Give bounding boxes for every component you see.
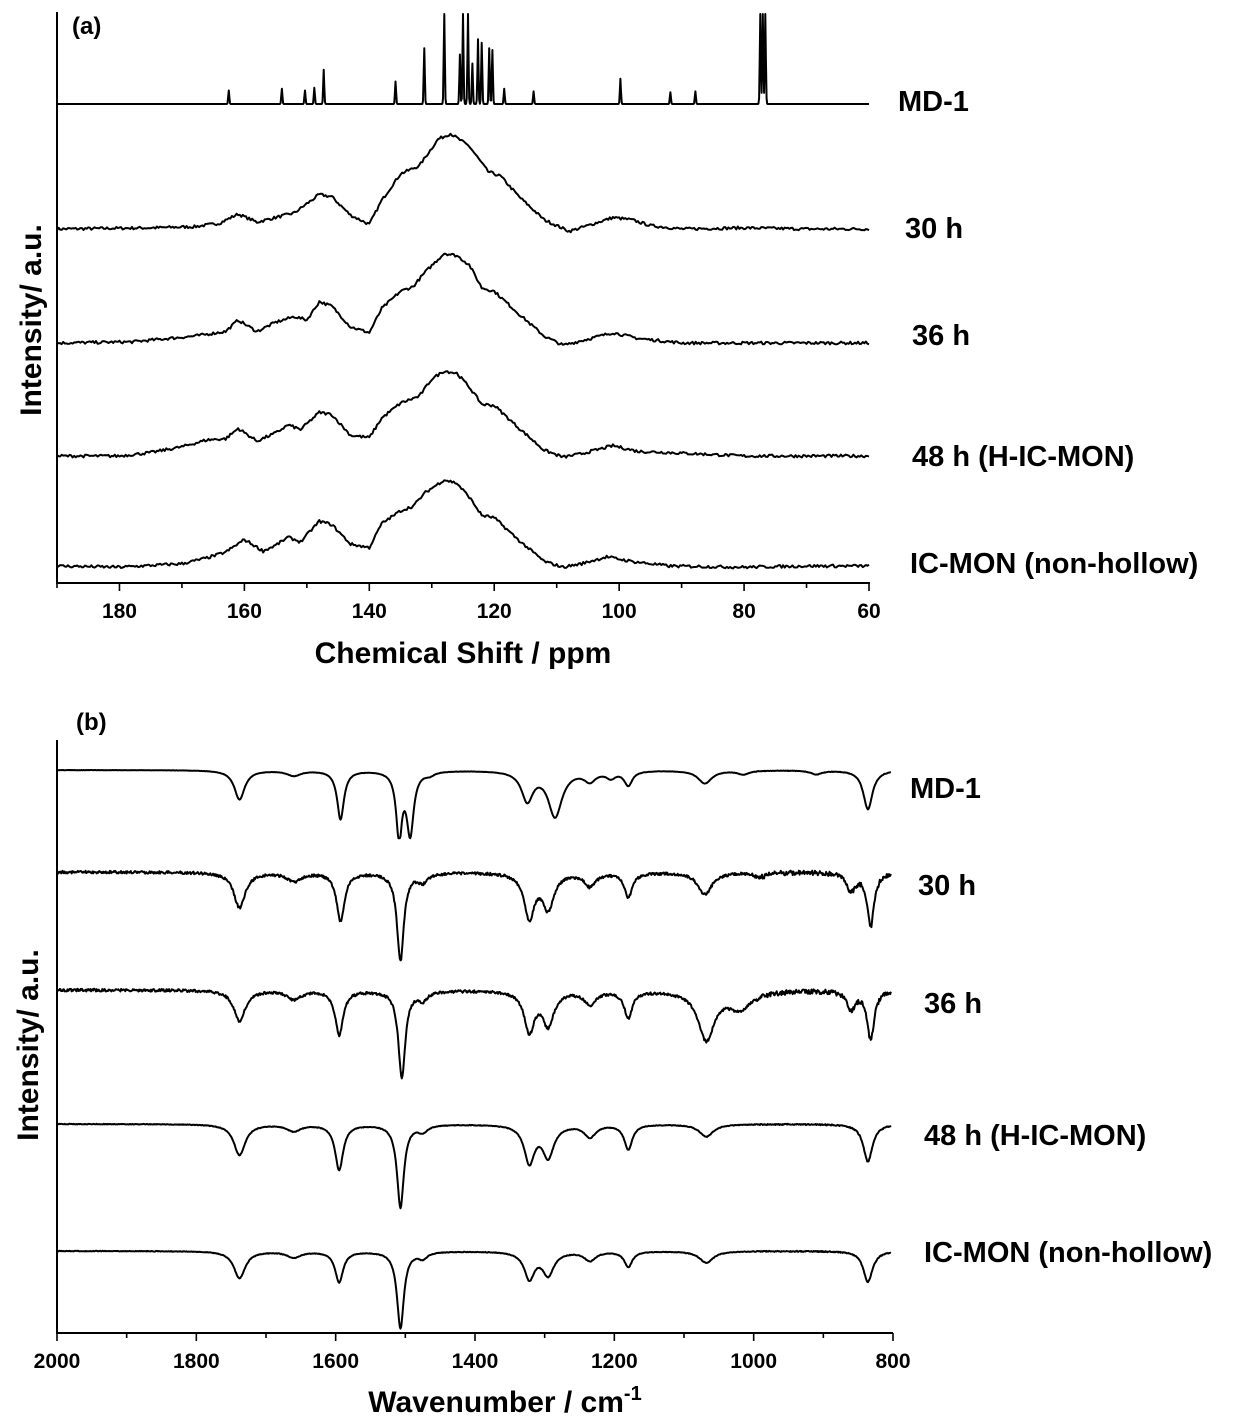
panel-b-tick-label: 1000	[730, 1350, 777, 1373]
nmr-series-label-48-h-h-ic-mon: 48 h (H-IC-MON)	[912, 441, 1134, 473]
panel-b-tick-label: 1400	[452, 1350, 499, 1373]
ir-trace-48-h-h-ic-mon	[56, 1122, 892, 1210]
panel-b-tick-label: 1800	[173, 1350, 220, 1373]
panel-a-tick-label: 140	[352, 600, 387, 623]
ir-series-label-md-1: MD-1	[910, 773, 981, 805]
panel-b-tick-label: 800	[875, 1350, 910, 1373]
panel-b-x-axis-title-superscript: -1	[624, 1383, 642, 1405]
panel-a-y-axis-title: Intensity/ a.u.	[15, 224, 48, 416]
panel-a-tick-label: 100	[602, 600, 637, 623]
ir-trace-36-h	[56, 987, 892, 1080]
nmr-trace-48-h-h-ic-mon	[56, 370, 870, 459]
panel-b-tick-label: 1200	[591, 1350, 638, 1373]
ir-trace-30-h	[56, 869, 892, 962]
panel-a-series-labels: MD-1 30 h 36 h 48 h (H-IC-MON) IC-MON (non-h…	[898, 86, 1198, 580]
panel-b-label: (b)	[76, 709, 107, 736]
panel-b-x-axis-title-text: Wavenumber / cm	[368, 1386, 624, 1419]
panel-a-label: (a)	[72, 13, 101, 40]
ir-series-label-ic-mon-non-hollow: IC-MON (non-hollow)	[924, 1237, 1212, 1269]
ir-trace-ic-mon-non-hollow	[56, 1249, 892, 1330]
panel-b-x-axis-title: Wavenumber / cm-1	[368, 1383, 641, 1419]
nmr-series-label-md-1: MD-1	[898, 86, 969, 118]
nmr-series-label-36-h: 36 h	[912, 320, 970, 352]
nmr-trace-ic-mon-non-hollow	[56, 479, 870, 570]
ir-series-label-48-h-h-ic-mon: 48 h (H-IC-MON)	[924, 1120, 1146, 1152]
panel-a-tick-label: 120	[477, 600, 512, 623]
ir-trace-md-1	[56, 769, 892, 840]
panel-a-x-ticks: 180 160 140 120 100 80 60	[56, 583, 881, 623]
nmr-trace-36-h	[56, 252, 870, 346]
ir-series-label-36-h: 36 h	[924, 988, 982, 1020]
ir-series-label-30-h: 30 h	[918, 870, 976, 902]
panel-b-tick-label: 1600	[312, 1350, 359, 1373]
nmr-series-label-30-h: 30 h	[905, 213, 963, 245]
panel-a-tick-label: 180	[102, 600, 137, 623]
panel-a-tick-label: 60	[857, 600, 880, 623]
panel-a-x-axis-title: Chemical Shift / ppm	[315, 637, 612, 670]
nmr-trace-30-h	[56, 132, 870, 234]
panel-b-traces	[56, 769, 892, 1330]
panel-a-nmr-chart: (a) 180 160 140 120 100 80 60 MD-1 30 h 36 h 48 h…	[15, 12, 1198, 670]
panel-b-y-axis-title: Intensity/ a.u.	[12, 949, 45, 1141]
panel-b-x-ticks: 2000 1800 1600 1400 1200 1000 800	[34, 1333, 911, 1373]
panel-b-ir-chart: (b) 2000 1800 1600 1400 1200 1000 800 MD-1 30 h…	[12, 709, 1212, 1419]
panel-a-tick-label: 160	[227, 600, 262, 623]
panel-b-series-labels: MD-1 30 h 36 h 48 h (H-IC-MON) IC-MON (non-h…	[910, 773, 1212, 1269]
panel-a-traces	[56, 13, 870, 570]
panel-a-tick-label: 80	[732, 600, 755, 623]
nmr-series-label-ic-mon-non-hollow: IC-MON (non-hollow)	[910, 548, 1198, 580]
nmr-trace-md-1	[56, 13, 870, 105]
panel-b-tick-label: 2000	[34, 1350, 81, 1373]
